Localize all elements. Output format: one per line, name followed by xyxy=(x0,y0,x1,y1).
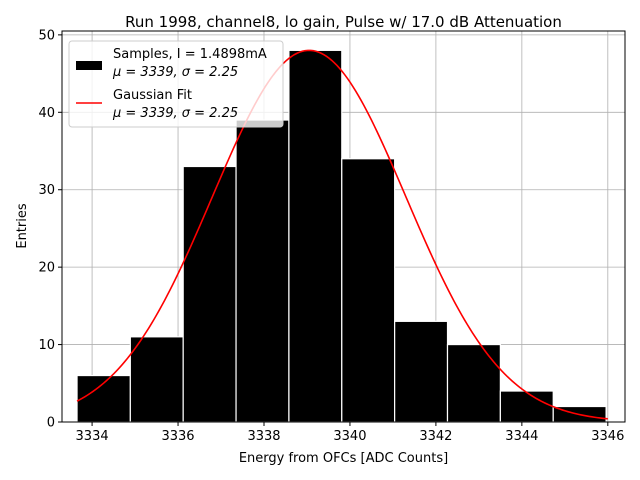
histogram-bar-6 xyxy=(394,320,449,423)
y-tick-label: 0 xyxy=(47,416,55,431)
legend-label-fit: Gaussian Fit xyxy=(113,88,192,103)
histogram-bar-2 xyxy=(182,165,237,423)
x-tick-label: 3344 xyxy=(505,429,538,444)
x-tick-label: 3346 xyxy=(591,429,624,444)
y-tick-label: 40 xyxy=(38,106,55,121)
histogram-bar-4 xyxy=(288,49,343,423)
histogram-bar-1 xyxy=(129,336,184,423)
y-tick-label: 50 xyxy=(38,28,55,43)
histogram-bar-8 xyxy=(499,390,554,423)
x-axis-label: Energy from OFCs [ADC Counts] xyxy=(239,451,448,466)
y-axis-label: Entries xyxy=(15,203,30,249)
legend-stats-fit: μ = 3339, σ = 2.25 xyxy=(112,106,238,121)
histogram-bar-7 xyxy=(446,343,501,423)
x-tick-label: 3340 xyxy=(333,429,366,444)
legend-box xyxy=(68,40,284,128)
plot-frame xyxy=(61,30,626,423)
x-tick-label: 3338 xyxy=(247,429,280,444)
legend: Samples, I = 1.4898mA μ = 3339, σ = 2.25… xyxy=(68,40,284,128)
x-tick-label: 3334 xyxy=(76,429,109,444)
legend-swatch-samples xyxy=(76,61,102,70)
x-tick-label: 3336 xyxy=(161,429,194,444)
legend-stats-samples: μ = 3339, σ = 2.25 xyxy=(112,65,238,80)
y-axis-ticks: 0 10 20 30 40 50 xyxy=(38,28,62,431)
x-tick-label: 3342 xyxy=(419,429,452,444)
legend-label-samples: Samples, I = 1.4898mA xyxy=(113,47,267,62)
y-tick-label: 30 xyxy=(38,183,55,198)
chart-title: Run 1998, channel8, lo gain, Pulse w/ 17… xyxy=(125,13,562,31)
histogram-bars xyxy=(76,49,607,423)
histogram-bar-5 xyxy=(341,158,396,423)
y-tick-label: 20 xyxy=(38,261,55,276)
histogram-bar-3 xyxy=(235,119,290,423)
x-axis-ticks: 3334 3336 3338 3340 3342 3344 3346 xyxy=(76,422,624,444)
gaussian-fit-curve xyxy=(76,49,608,420)
y-tick-label: 10 xyxy=(38,338,55,353)
